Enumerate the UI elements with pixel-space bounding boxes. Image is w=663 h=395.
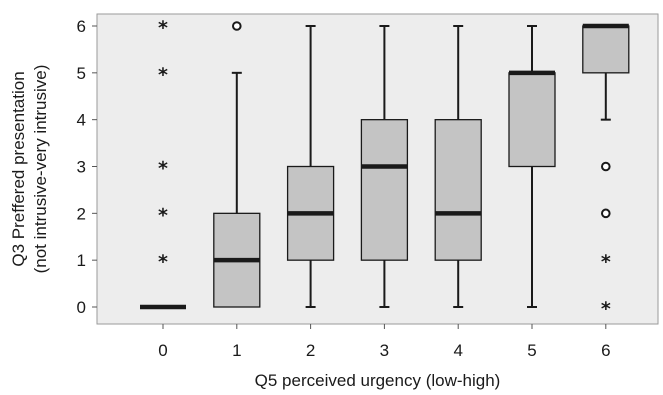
y-tick-label: 4 (77, 111, 86, 130)
y-tick-label: 0 (77, 298, 86, 317)
y-tick-label: 6 (77, 17, 86, 36)
box-group-1 (213, 21, 261, 308)
outlier-point (232, 21, 242, 31)
x-tick-label: 6 (601, 341, 610, 360)
box-group-4 (434, 25, 482, 308)
outlier-point (601, 161, 611, 172)
extreme-point: * (158, 64, 168, 86)
x-axis-title: Q5 perceived urgency (low-high) (255, 371, 501, 390)
y-tick-label: 1 (77, 251, 86, 270)
box-series: ******* (140, 17, 630, 320)
box-group-5 (508, 25, 556, 308)
extreme-point: * (158, 204, 168, 226)
x-tick-label: 5 (527, 341, 536, 360)
x-tick-label: 3 (380, 341, 389, 360)
box-iqr (582, 25, 630, 74)
box-iqr (508, 72, 556, 168)
outlier-point (601, 208, 611, 219)
extreme-point: * (158, 158, 168, 180)
box-group-3 (360, 25, 409, 308)
extreme-point: * (158, 251, 168, 273)
y-tick-label: 2 (77, 204, 86, 223)
extreme-point: * (158, 17, 168, 39)
box-group-6: ** (582, 23, 630, 320)
y-axis-title-line1: Q3 Preffered presentation (9, 71, 28, 266)
x-tick-label: 2 (306, 341, 315, 360)
x-axis: 0 1 2 3 4 5 6 (158, 324, 611, 360)
x-tick-label: 0 (158, 341, 167, 360)
y-tick-label: 3 (77, 158, 86, 177)
x-tick-label: 1 (232, 341, 241, 360)
y-tick-label: 5 (77, 64, 86, 83)
box-group-2 (286, 25, 335, 308)
extreme-point: * (601, 298, 611, 320)
y-axis: 0 1 2 3 4 5 6 (77, 17, 97, 317)
y-axis-title-line2: (not intrusive-very intrusive) (31, 65, 50, 274)
box-group-0: * * * * * (140, 17, 186, 310)
x-tick-label: 4 (453, 341, 462, 360)
extreme-point: * (601, 251, 611, 273)
box-iqr (360, 119, 409, 261)
box-iqr (434, 119, 482, 261)
